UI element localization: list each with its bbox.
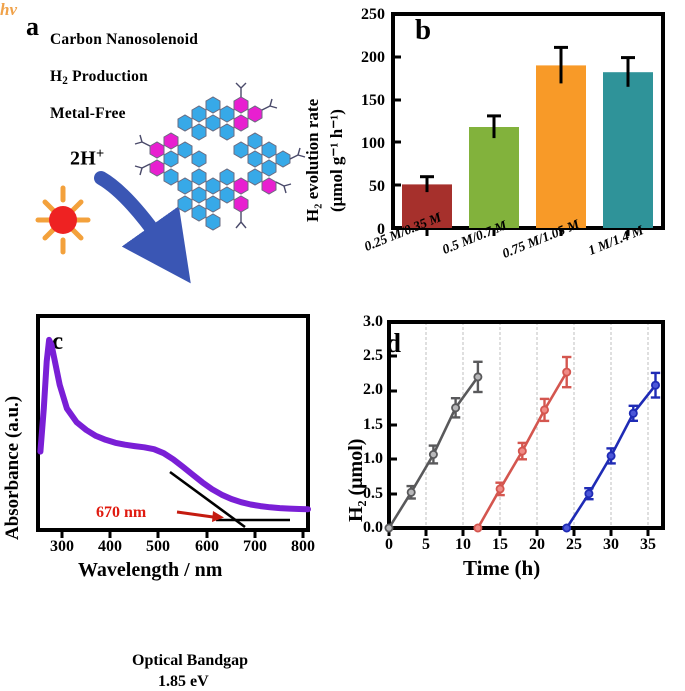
b-axes — [391, 12, 665, 236]
panel-a-line1: Carbon Nanosolenoid — [50, 31, 199, 48]
d-ytick-2.5: 2.5 — [363, 347, 383, 364]
c-tangent-line — [169, 470, 246, 529]
b-ytick-250: 250 — [361, 6, 385, 23]
bar-3 — [603, 72, 653, 228]
d-ytick-1.0: 1.0 — [363, 450, 383, 467]
b-ytick-150: 150 — [361, 92, 385, 109]
panel-b-letter: b — [415, 14, 432, 46]
d-ytick-2.0: 2.0 — [363, 381, 383, 398]
c-xtick-300: 300 — [50, 538, 74, 555]
d-xtick-15: 15 — [492, 536, 508, 553]
panel-a-letter: a — [26, 12, 40, 41]
panel-c-xlabel: Wavelength / nm — [78, 559, 223, 581]
d-series-cycle-3 — [562, 371, 661, 533]
c-xtick-500: 500 — [146, 538, 170, 555]
panel-c-plot — [36, 314, 311, 538]
d-ytick-1.5: 1.5 — [363, 416, 383, 433]
c-xtick-400: 400 — [98, 538, 122, 555]
reactant-prefix: 2H — [70, 147, 96, 170]
panel-d: H₂ (μmol) Time (h) d 3.0 2.5 2.0 1.5 1.0… — [343, 300, 685, 594]
d-xtick-35: 35 — [640, 536, 656, 553]
c-xtick-600: 600 — [195, 538, 219, 555]
d-xtick-30: 30 — [603, 536, 619, 553]
d-ytick-0.5: 0.5 — [363, 485, 383, 502]
d-axes — [387, 320, 665, 536]
nanostructure-graphic — [134, 82, 306, 231]
c-axes — [36, 314, 310, 538]
c-xtick-700: 700 — [243, 538, 267, 555]
b-ytick-0: 0 — [377, 221, 385, 238]
d-series-cycle-2 — [473, 355, 572, 533]
panel-b-ylabel-line1: H₂ evolution rate — [303, 98, 322, 222]
panel-d-plot — [384, 320, 665, 536]
panel-c-letter: c — [52, 328, 64, 355]
panel-c-annotation-line1: Optical Bandgap — [132, 652, 249, 669]
reaction-arrow-icon — [94, 171, 191, 284]
panel-a: a Carbon Nanosolenoid H2 Production Meta… — [0, 0, 343, 297]
b-ytick-200: 200 — [361, 49, 385, 66]
bar-1 — [469, 127, 519, 228]
panel-c: Absorbance (a.u.) Wavelength / nm c Opti… — [0, 300, 343, 690]
panel-a-line3: Metal-Free — [50, 105, 126, 122]
b-ytick-50: 50 — [369, 178, 385, 195]
d-xtick-20: 20 — [529, 536, 545, 553]
b-ytick-100: 100 — [361, 135, 385, 152]
panel-a-line2-prefix: H — [50, 68, 63, 85]
panel-a-line2-sub: 2 — [62, 74, 69, 87]
panel-a-photon-label: hν — [0, 0, 17, 19]
d-ytick-0.0: 0.0 — [363, 519, 383, 536]
c-absorbance-curve — [37, 336, 311, 513]
panel-a-line2: H2 Production — [50, 68, 148, 87]
panel-a-reactant-label: 2H+ — [70, 146, 104, 170]
panel-b-plot — [391, 12, 665, 236]
d-series-cycle-1 — [384, 360, 483, 533]
panel-a-line2-suffix: Production — [68, 68, 148, 85]
panel-a-graphic — [35, 82, 306, 284]
d-ytick-3.0: 3.0 — [363, 313, 383, 330]
panel-d-xlabel: Time (h) — [463, 556, 541, 580]
d-xtick-5: 5 — [422, 536, 430, 553]
c-xtick-800: 800 — [291, 538, 315, 555]
b-error-bars — [420, 45, 635, 193]
panel-c-marker-label: 670 nm — [96, 504, 147, 521]
panel-b: H₂ evolution rate (μmol g⁻¹ h⁻¹) 250 200… — [303, 0, 685, 297]
c-marker-arrow-icon — [176, 510, 224, 522]
d-xtick-0: 0 — [385, 536, 393, 553]
b-bars — [402, 65, 653, 229]
d-xtick-25: 25 — [566, 536, 582, 553]
sun-icon — [35, 185, 91, 255]
reactant-superscript: + — [95, 146, 105, 162]
d-xtick-10: 10 — [455, 536, 471, 553]
panel-c-annotation-line2: 1.85 eV — [158, 673, 209, 690]
bar-2 — [536, 65, 586, 229]
